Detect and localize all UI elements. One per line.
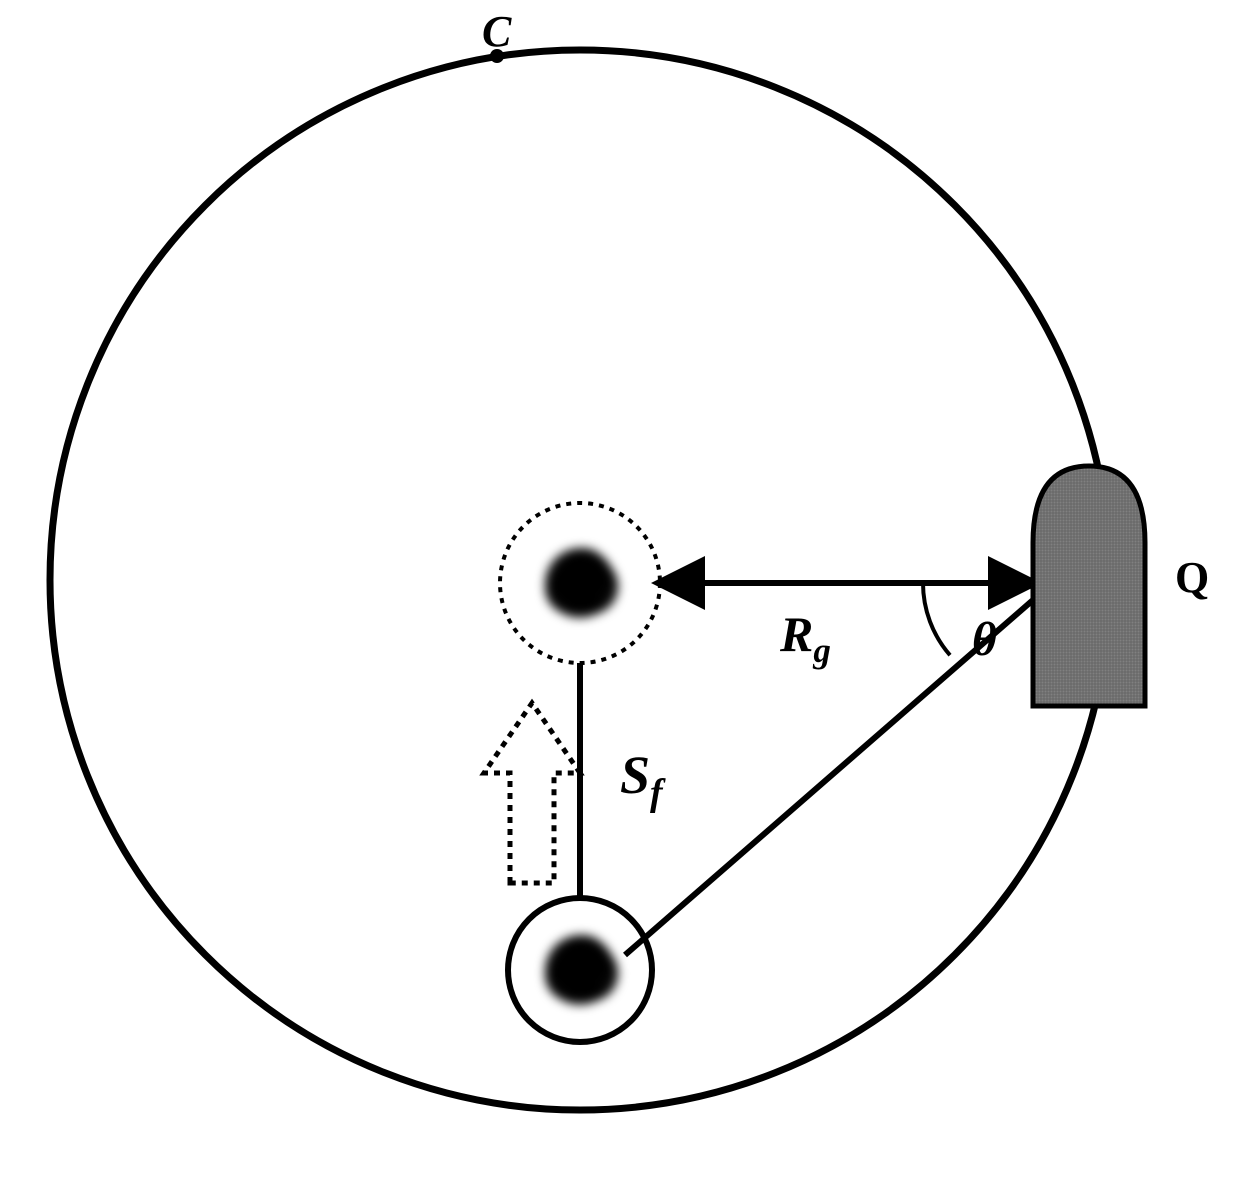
ship-icon xyxy=(1033,466,1145,706)
theta-label: θ xyxy=(972,612,997,667)
geometry-diagram xyxy=(0,0,1240,1188)
center-target-blob xyxy=(545,548,619,618)
sf-label: Sf xyxy=(620,744,663,815)
diagram-container: C Q Rg Sf θ xyxy=(0,0,1240,1188)
rg-label: Rg xyxy=(780,605,831,671)
point-c-label: C xyxy=(482,6,511,57)
lower-target-blob xyxy=(545,935,619,1005)
dotted-hollow-arrow xyxy=(484,703,580,883)
rg-label-sub: g xyxy=(813,631,831,670)
sf-label-main: S xyxy=(620,745,650,805)
theta-arc xyxy=(923,583,950,655)
ship-label: Q xyxy=(1175,552,1209,603)
rg-label-main: R xyxy=(780,606,813,662)
sf-label-sub: f xyxy=(650,772,663,814)
